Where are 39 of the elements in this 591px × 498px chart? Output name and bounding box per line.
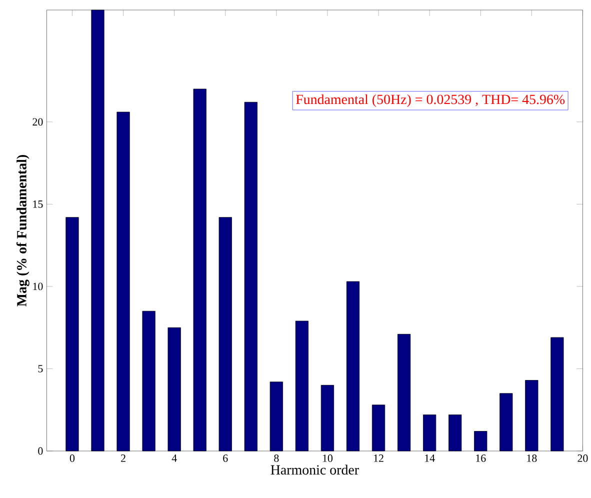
bar [474,431,488,452]
bar [270,382,283,452]
y-tick-label: 20 [32,118,43,126]
x-tick-label: 6 [223,454,228,462]
bar [320,384,334,452]
x-tick-label: 18 [527,454,537,462]
y-tick-label: 15 [33,200,43,208]
bar [142,310,156,452]
bar [346,281,360,452]
y-tick-label: 5 [38,365,43,372]
x-tick-label: 16 [476,454,486,462]
bar [193,88,206,452]
x-tick-label: 2 [121,454,126,462]
bar [397,334,411,452]
x-tick-label: 20 [578,454,588,462]
bar [423,414,436,452]
bar [448,414,462,452]
annotation: Fundamental (50Hz) = 0.02539 , THD= 45.96% [296,94,565,107]
bar [244,102,258,452]
bar [550,337,564,452]
x-tick-label: 12 [374,454,384,462]
y-axis-title: Mag (% of Fundamental) [16,154,30,306]
x-tick-label: 4 [172,454,177,462]
bar [91,10,104,452]
y-tick-label: 0 [38,447,43,455]
x-axis-title: Harmonic order [270,464,359,475]
bar [372,404,386,452]
bar [525,380,538,452]
x-tick-label: 14 [425,454,435,462]
bar [168,327,181,452]
x-tick-label: 8 [274,454,279,462]
bar [66,217,79,452]
bar [116,112,130,452]
bar [218,217,232,452]
x-tick-label: 10 [322,454,333,462]
x-tick-label: 0 [70,454,75,462]
bar [295,320,308,452]
bar [500,393,513,452]
y-tick-label: 10 [33,282,43,290]
